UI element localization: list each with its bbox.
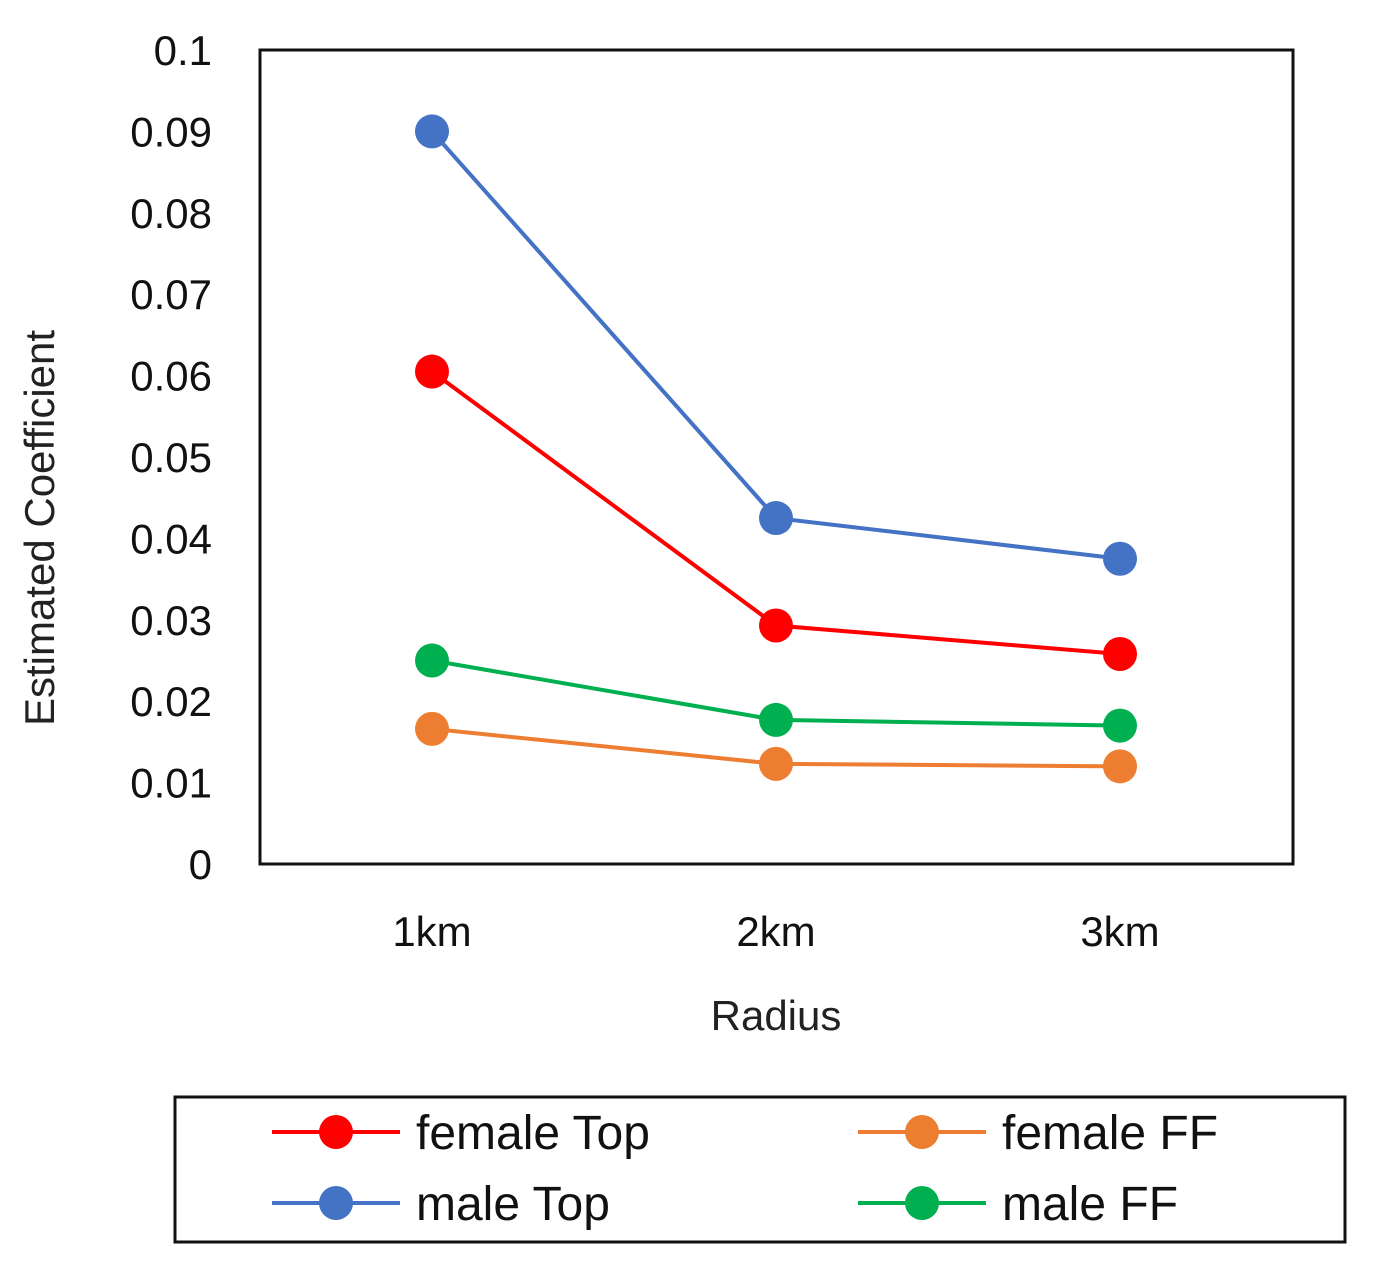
data-point (1103, 541, 1137, 576)
data-point (759, 702, 793, 737)
legend-item: male FF (858, 1178, 1178, 1231)
y-tick-label: 0.05 (130, 434, 212, 481)
data-point (1103, 636, 1137, 671)
legend-swatch-marker (319, 1186, 353, 1220)
y-tick-label: 0.06 (130, 353, 212, 400)
legend-label: male FF (1002, 1178, 1178, 1231)
x-tick-label: 3km (1080, 908, 1159, 955)
y-tick-label: 0.03 (130, 597, 212, 644)
legend-item: female Top (272, 1107, 650, 1160)
data-point (415, 711, 449, 746)
data-point (1103, 749, 1137, 784)
data-point (415, 114, 449, 149)
series-male-top (415, 114, 1137, 576)
x-tick-label: 2km (736, 908, 815, 955)
x-tick-label: 1km (392, 908, 471, 955)
y-tick-label: 0 (189, 841, 212, 888)
x-axis-ticks: 1km 2km 3km (392, 908, 1159, 955)
legend-swatch-marker (905, 1186, 939, 1220)
series-female-top (415, 354, 1137, 671)
series-layer (415, 114, 1137, 784)
data-point (759, 608, 793, 643)
y-axis-title: Estimated Coefficient (16, 330, 63, 726)
y-axis-ticks: 0 0.01 0.02 0.03 0.04 0.05 0.06 0.07 0.08 0.09 0.1 (130, 27, 212, 888)
legend-swatch-marker (905, 1115, 939, 1149)
legend-label: female FF (1002, 1107, 1218, 1160)
legend-label: female Top (416, 1107, 650, 1160)
series-female-ff (415, 711, 1137, 784)
x-axis-title: Radius (711, 992, 842, 1039)
legend-swatch-marker (319, 1115, 353, 1149)
y-tick-label: 0.02 (130, 678, 212, 725)
y-tick-label: 0.1 (154, 27, 212, 74)
data-point (1103, 708, 1137, 743)
legend-box (173, 1095, 1347, 1244)
legend: female Top female FF male Top male FF (272, 1107, 1218, 1231)
legend-item: female FF (858, 1107, 1218, 1160)
series-line (430, 130, 1121, 561)
data-point (415, 354, 449, 389)
plot-area-frame (258, 48, 1295, 866)
data-point (415, 643, 449, 678)
y-tick-label: 0.04 (130, 515, 212, 562)
data-point (759, 746, 793, 781)
y-tick-label: 0.01 (130, 760, 212, 807)
y-tick-label: 0.08 (130, 190, 212, 237)
legend-label: male Top (416, 1178, 610, 1231)
series-male-ff (415, 643, 1137, 743)
y-tick-label: 0.09 (130, 108, 212, 155)
data-point (759, 501, 793, 536)
legend-item: male Top (272, 1178, 610, 1231)
y-tick-label: 0.07 (130, 271, 212, 318)
